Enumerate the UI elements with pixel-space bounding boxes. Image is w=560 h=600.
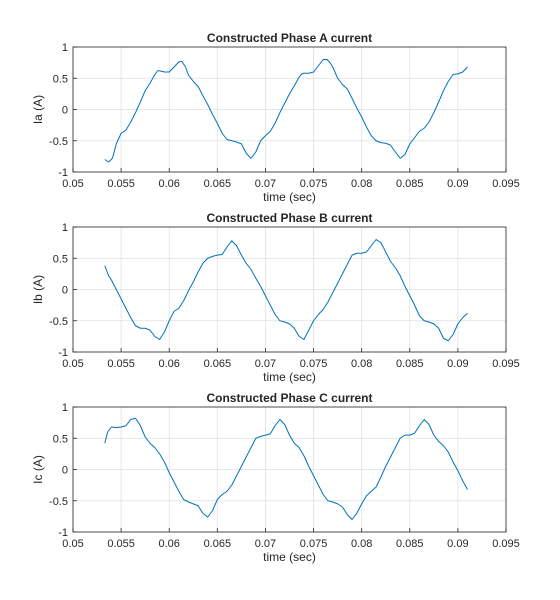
- y-axis-label: Ia (A): [31, 95, 45, 124]
- x-tick-label: 0.055: [107, 178, 135, 190]
- chart-title: Constructed Phase A current: [207, 31, 372, 45]
- x-tick-label: 0.06: [159, 538, 180, 550]
- x-tick-label: 0.055: [107, 358, 135, 370]
- y-tick-label: 1: [62, 222, 68, 234]
- chart-3: 0.05 0.055 0.06 0.065 0.07 0.075 0.08 0.085 0.09…: [31, 391, 520, 564]
- x-tick-label: 0.085: [396, 358, 424, 370]
- x-tick-label: 0.095: [492, 358, 520, 370]
- x-tick-label: 0.06: [159, 178, 180, 190]
- x-tick-label: 0.07: [255, 358, 276, 370]
- chart-title: Constructed Phase B current: [206, 211, 372, 225]
- x-tick-label: 0.065: [204, 538, 232, 550]
- x-tick-label: 0.085: [396, 538, 424, 550]
- x-tick-label: 0.065: [204, 178, 232, 190]
- x-tick-label: 0.075: [300, 358, 328, 370]
- x-tick-label: 0.08: [351, 178, 372, 190]
- x-tick-label: 0.09: [447, 358, 468, 370]
- series-line-1: [104, 59, 468, 163]
- x-tick-label: 0.095: [492, 178, 520, 190]
- y-tick-label: 0.5: [53, 253, 68, 265]
- chart-title: Constructed Phase C current: [206, 391, 372, 405]
- y-tick-label: -1: [58, 167, 68, 179]
- x-tick-label: 0.075: [300, 178, 328, 190]
- y-tick-label: -0.5: [49, 316, 68, 328]
- x-tick-label: 0.085: [396, 178, 424, 190]
- series-line-1: [104, 417, 468, 520]
- y-tick-label: -0.5: [49, 496, 68, 508]
- series-line-1: [104, 239, 468, 342]
- y-tick-label: -1: [58, 347, 68, 359]
- y-tick-label: 0.5: [53, 73, 68, 85]
- y-tick-label: -1: [58, 527, 68, 539]
- x-axis-label: time (sec): [263, 190, 316, 204]
- y-tick-label: 1: [62, 42, 68, 54]
- y-axis-label: Ib (A): [31, 275, 45, 304]
- x-tick-label: 0.055: [107, 538, 135, 550]
- plots-container: 0.05 0.055 0.06 0.065 0.07 0.075 0.08 0.085 0.09…: [31, 31, 520, 564]
- y-tick-label: 1: [62, 402, 68, 414]
- y-axis-label: Ic (A): [31, 455, 45, 484]
- x-tick-label: 0.095: [492, 538, 520, 550]
- chart-1: 0.05 0.055 0.06 0.065 0.07 0.075 0.08 0.085 0.09…: [31, 31, 520, 204]
- y-tick-label: 0: [62, 285, 68, 297]
- x-tick-label: 0.05: [62, 538, 83, 550]
- x-tick-label: 0.09: [447, 178, 468, 190]
- x-tick-label: 0.08: [351, 538, 372, 550]
- x-tick-label: 0.065: [204, 358, 232, 370]
- x-tick-label: 0.08: [351, 358, 372, 370]
- x-tick-label: 0.075: [300, 538, 328, 550]
- x-tick-label: 0.09: [447, 538, 468, 550]
- chart-2: 0.05 0.055 0.06 0.065 0.07 0.075 0.08 0.085 0.09…: [31, 211, 520, 384]
- x-tick-label: 0.07: [255, 178, 276, 190]
- x-tick-label: 0.06: [159, 358, 180, 370]
- x-tick-label: 0.05: [62, 178, 83, 190]
- x-tick-label: 0.05: [62, 358, 83, 370]
- y-tick-label: 0.5: [53, 433, 68, 445]
- x-tick-label: 0.07: [255, 538, 276, 550]
- y-tick-label: -0.5: [49, 136, 68, 148]
- x-axis-label: time (sec): [263, 550, 316, 564]
- y-tick-label: 0: [62, 465, 68, 477]
- x-axis-label: time (sec): [263, 370, 316, 384]
- y-tick-label: 0: [62, 105, 68, 117]
